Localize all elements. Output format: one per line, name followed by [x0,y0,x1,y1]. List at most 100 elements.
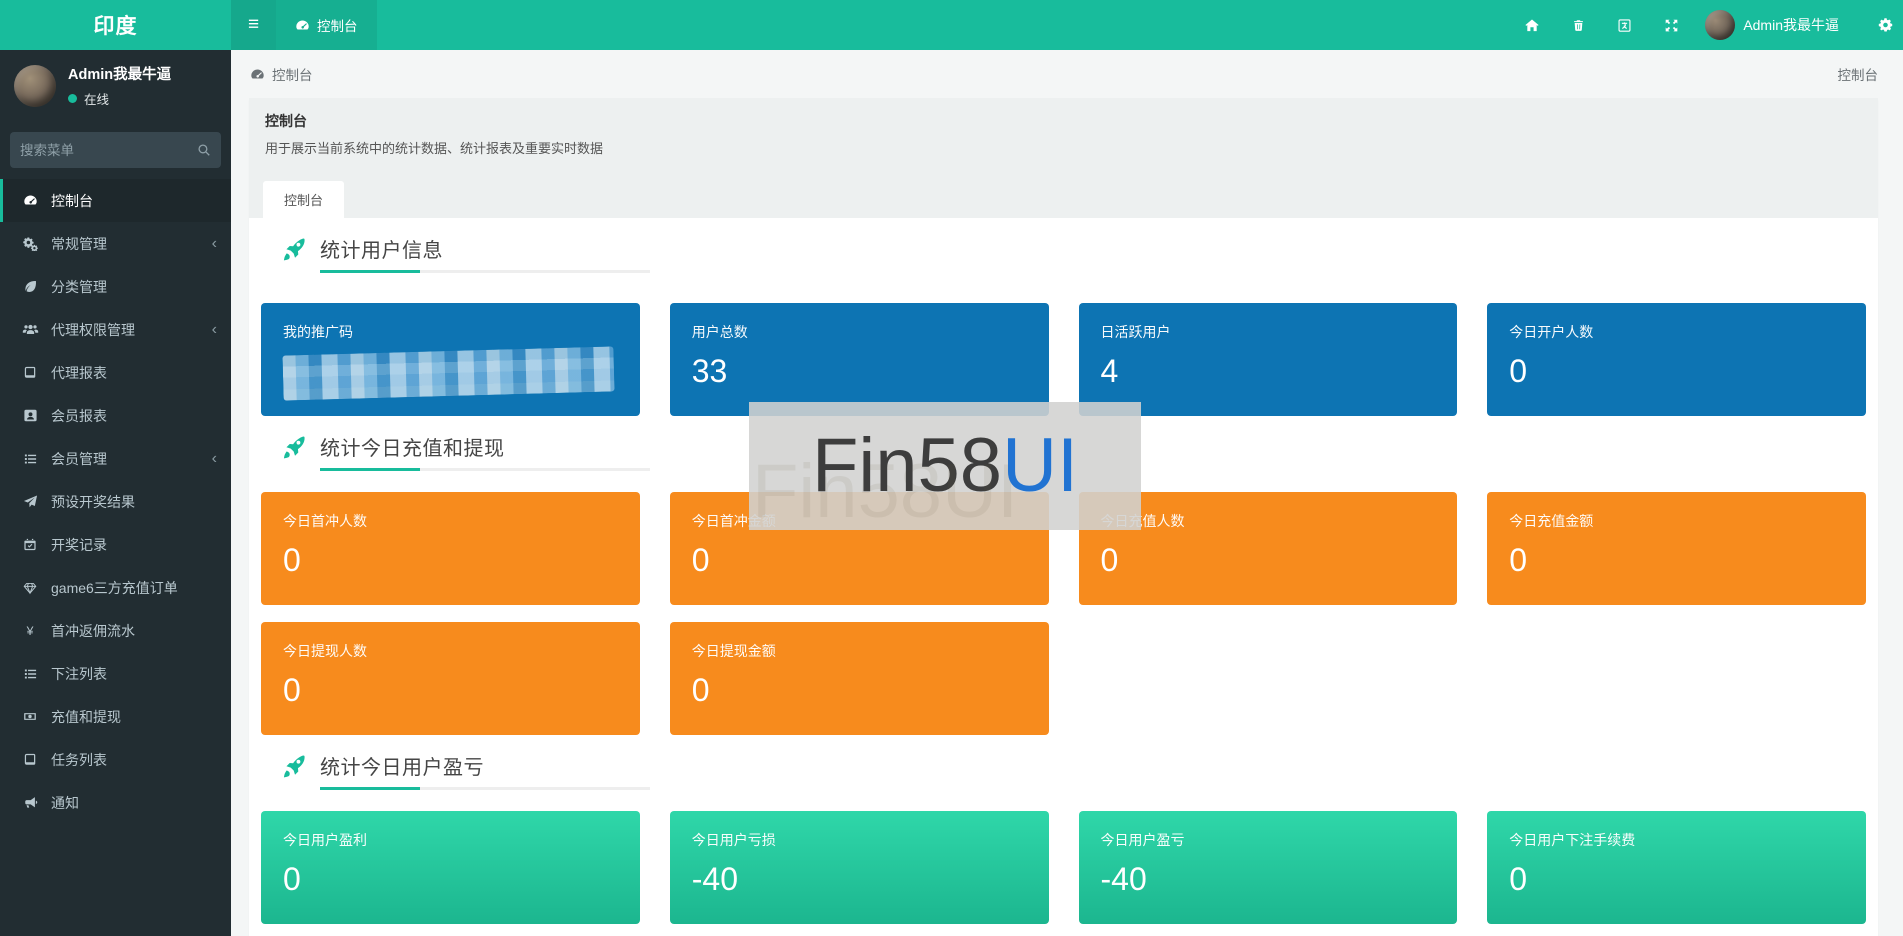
stat-card-value: -40 [691,861,738,897]
online-status-label: 在线 [84,93,110,107]
sidebar-item-代理权限管理[interactable]: 代理权限管理 ‹ [0,308,231,351]
stat-card-今日提现金额: 今日提现金额 0 [669,622,1049,735]
stat-card-label: 日活跃用户 [1100,324,1171,340]
sidebar-item-分类管理[interactable]: 分类管理 [0,265,231,308]
trash-icon [1572,18,1585,33]
yen-icon: ¥ [20,623,40,638]
id-card-icon [20,408,40,423]
sidebar-item-首冲返佣流水[interactable]: ¥ 首冲返佣流水 [0,609,231,652]
page-title: 控制台 [265,113,307,129]
stat-card-今日用户亏损: 今日用户亏损 -40 [669,811,1049,924]
calendar-check-icon [20,537,40,552]
sidebar-item-预设开奖结果[interactable]: 预设开奖结果 [0,480,231,523]
sidebar-item-任务列表[interactable]: 任务列表 [0,738,231,781]
sidebar-item-代理报表[interactable]: 代理报表 [0,351,231,394]
sidebar-item-label: 下注列表 [51,665,107,682]
sidebar-item-开奖记录[interactable]: 开奖记录 [0,523,231,566]
chevron-left-icon: ‹ [211,234,217,252]
sidebar-item-label: 分类管理 [51,278,107,295]
sidebar-item-下注列表[interactable]: 下注列表 [0,652,231,695]
rocket-icon [280,236,307,263]
sidebar-item-label: 通知 [51,794,79,811]
stat-card-label: 今日用户亏损 [691,832,776,848]
stat-card-label: 今日提现人数 [283,643,367,659]
sidebar-item-通知[interactable]: 通知 [0,781,231,824]
page-description: 用于展示当前系统中的统计数据、统计报表及重要实时数据 [265,141,604,156]
section-title: 统计用户信息 [320,240,443,262]
stat-card-今日提现人数: 今日提现人数 0 [261,622,640,735]
sidebar-user-name: Admin我最牛逼 [68,67,172,83]
section-underline [320,270,650,273]
home-icon [1524,18,1540,33]
stat-card-label: 今日提现金额 [691,643,776,659]
sidebar-item-充值和提现[interactable]: 充值和提现 [0,695,231,738]
breadcrumb-left[interactable]: 控制台 [250,64,313,84]
bars-icon: ≡ [247,14,260,35]
stat-card-value: 0 [1509,542,1528,578]
sidebar-item-常规管理[interactable]: 常规管理 ‹ [0,222,231,265]
panel-body: 统计用户信息 我的推广码 用户总数 33 日活跃用户 4 今日开户人数 0 统计今日充值和提现今… [249,234,1878,936]
stat-card-value: 0 [1509,861,1528,897]
stat-card-今日用户盈利: 今日用户盈利 0 [261,811,640,924]
expand-button[interactable] [1648,0,1695,50]
settings-gear-button[interactable] [1861,0,1903,50]
section-header: 统计用户信息 [280,234,1860,273]
sidebar-item-label: 常规管理 [51,235,107,252]
navbar-user-menu[interactable]: Admin我最牛逼 [1743,17,1839,33]
book-icon [20,752,40,767]
stat-card-value: 0 [283,861,301,897]
section-title: 统计今日用户盈亏 [320,757,484,779]
money-bill-icon [20,710,40,723]
tachometer-icon [295,18,310,33]
sidebar-item-label: 代理权限管理 [51,321,135,338]
stat-card-label: 今日充值人数 [1100,513,1185,529]
section-underline [320,787,650,790]
stat-card-今日充值人数: 今日充值人数 0 [1078,492,1458,605]
stat-card-今日充值金额: 今日充值金额 0 [1487,492,1866,605]
top-navbar: 印度 ≡ 控制台 Admin我最牛逼 [0,0,1903,50]
sidebar-item-会员管理[interactable]: 会员管理 ‹ [0,437,231,480]
stat-card-label: 今日充值金额 [1509,513,1594,529]
stat-card-今日首冲人数: 今日首冲人数 0 [261,492,640,605]
trash-button[interactable] [1556,0,1601,50]
stat-card-label: 今日用户盈亏 [1100,832,1185,848]
breadcrumb: 控制台 控制台 [231,50,1903,98]
gem-icon [20,581,40,595]
sidebar-item-label: 会员管理 [51,450,107,467]
stat-cards-row: 今日用户盈利 0 今日用户亏损 -40 今日用户盈亏 -40 今日用户下注手续费 0 [261,811,1866,924]
tachometer-icon [20,193,40,208]
stat-cards-row: 我的推广码 用户总数 33 日活跃用户 4 今日开户人数 0 [261,303,1866,416]
tachometer-icon [250,67,265,82]
stat-card-value: -40 [1100,861,1147,897]
navbar-avatar[interactable] [1705,10,1736,40]
console-panel: 控制台 用于展示当前系统中的统计数据、统计报表及重要实时数据 控制台 统计用户信… [249,98,1878,936]
list-icon [20,667,40,681]
blurred-promo-code [282,346,615,401]
search-icon[interactable] [197,143,211,157]
stat-card-value: 0 [691,542,710,578]
stat-card-label: 今日首冲金额 [691,513,776,529]
section-title: 统计今日充值和提现 [320,438,505,460]
sidebar-toggle-button[interactable]: ≡ [231,0,276,50]
sidebar-item-label: 开奖记录 [51,536,107,553]
language-book-button[interactable] [1601,0,1648,50]
stat-card-label: 今日开户人数 [1509,324,1594,340]
home-button[interactable] [1508,0,1556,50]
stat-card-value: 0 [283,542,301,578]
stat-card-value: 33 [691,353,728,389]
stat-card-今日用户下注手续费: 今日用户下注手续费 0 [1487,811,1866,924]
tab-console[interactable]: 控制台 [263,181,345,218]
stat-card-value: 0 [691,672,710,708]
sidebar-item-控制台[interactable]: 控制台 [0,179,231,222]
top-tab-console[interactable]: 控制台 [276,0,377,50]
bullhorn-icon [20,795,40,810]
sidebar-item-会员报表[interactable]: 会员报表 [0,394,231,437]
expand-icon [1664,18,1679,33]
stat-card-value: 0 [1100,542,1119,578]
online-status-dot [68,94,77,103]
stat-card-label: 今日首冲人数 [283,513,367,529]
stat-card-value: 4 [1100,353,1119,389]
sidebar-item-game6三方充值订单[interactable]: game6三方充值订单 [0,566,231,609]
search-input[interactable] [20,142,197,158]
